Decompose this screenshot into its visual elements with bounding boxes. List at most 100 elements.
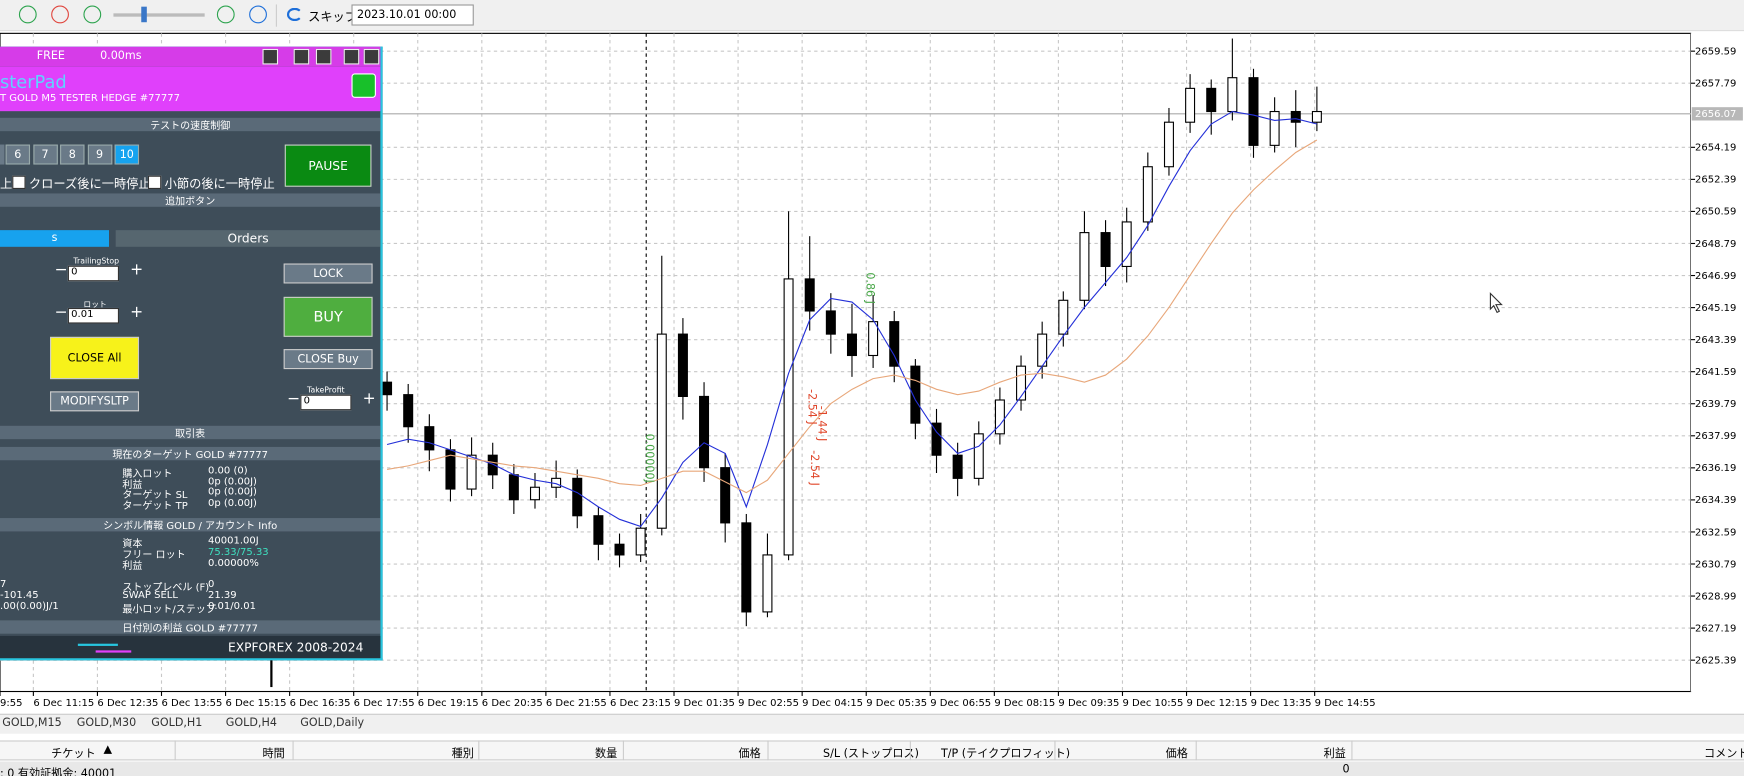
column-header[interactable]: コメント [1703, 748, 1744, 761]
x-tick-label: 6 Dec 13:55 [161, 698, 222, 709]
moving-average [386, 110, 1318, 528]
tab[interactable]: Orders [115, 230, 381, 247]
window-button[interactable] [315, 48, 332, 65]
panel-subtitle: T GOLD M5 TESTER HEDGE #77777 [0, 93, 181, 105]
checkbox[interactable] [147, 175, 162, 189]
candle-body [1121, 221, 1132, 268]
y-tick-label: 2636.19 [1695, 463, 1736, 474]
candle-body [635, 527, 646, 556]
trade-annotation: 0.00000J [643, 434, 656, 483]
plus[interactable]: + [130, 261, 144, 280]
buy-button[interactable]: BUY [283, 296, 373, 337]
window-button[interactable] [343, 48, 360, 65]
x-tick-label: 6 Dec 11:15 [33, 698, 94, 709]
minus[interactable]: − [286, 390, 301, 409]
pause-button[interactable]: PAUSE [284, 144, 372, 187]
input[interactable]: 0 [300, 394, 352, 411]
y-tick-label: 2625.39 [1695, 656, 1736, 667]
y-tick-label: 2657.79 [1695, 79, 1736, 90]
candle-body [910, 365, 921, 424]
window-button[interactable] [363, 48, 380, 65]
column-header[interactable]: 利益 [1323, 748, 1346, 761]
y-tick-label: 2648.79 [1695, 239, 1736, 250]
input[interactable]: 0.01 [67, 307, 120, 324]
chart-tab[interactable]: GOLD,M30 [76, 717, 137, 730]
speed-button[interactable]: 8 [60, 144, 85, 165]
toolbar-button[interactable] [51, 5, 69, 24]
column-header[interactable]: 数量 [595, 748, 618, 761]
x-tick-label: 6 Dec 21:55 [546, 698, 607, 709]
column-header[interactable]: 価格 [1165, 748, 1188, 761]
toolbar-button[interactable] [249, 5, 267, 24]
panel-title: sterPad [0, 71, 67, 93]
speed-button[interactable]: 9 [87, 144, 112, 165]
candle-body [508, 474, 519, 501]
tab[interactable]: s [0, 230, 109, 247]
field-label: TakeProfit [306, 385, 345, 395]
close-all-button[interactable]: CLOSE All [50, 336, 140, 380]
candle-body [783, 278, 794, 556]
y-tick-label: 2627.19 [1695, 623, 1736, 634]
check-label: 小節の後に一時停止 [164, 176, 275, 192]
candle-body [424, 426, 435, 451]
candle-body [1206, 87, 1217, 113]
section-header: 日付別の利益 GOLD #77777 [0, 620, 381, 634]
column-header[interactable]: 種別 [451, 748, 474, 761]
column-header[interactable]: 価格 [738, 748, 761, 761]
plus[interactable]: + [362, 390, 376, 409]
minus[interactable]: − [54, 261, 68, 280]
y-tick-label: 2659.59 [1695, 46, 1736, 57]
column-header[interactable]: ▲ [103, 743, 113, 756]
speed-button[interactable]: 7 [32, 144, 58, 165]
candle-body [1290, 110, 1301, 123]
toolbar-button[interactable] [83, 5, 102, 24]
section-header: 現在のターゲット GOLD #77777 [0, 446, 381, 461]
speed-button[interactable]: 6 [5, 144, 31, 165]
price-axis [1690, 33, 1744, 692]
column-header[interactable]: S/L (ストップロス) [823, 748, 920, 761]
window-button[interactable] [262, 48, 279, 65]
lock-button[interactable]: LOCK [283, 263, 373, 284]
x-tick-label: 6 Dec 15:15 [226, 698, 287, 709]
chart-tab[interactable]: GOLD,H1 [151, 717, 203, 730]
free: FREE [36, 50, 65, 63]
toolbar-button[interactable] [216, 5, 235, 24]
y-tick-label: 2646.99 [1695, 271, 1736, 282]
column-header[interactable]: チケット [51, 748, 96, 761]
window-button[interactable] [293, 48, 310, 65]
skip-label[interactable]: スキップ [308, 10, 358, 25]
skip-icon[interactable] [286, 7, 303, 22]
close-buy-button[interactable]: CLOSE Buy [283, 349, 373, 370]
candle-body [1227, 77, 1238, 113]
row-cell: 0 [1342, 763, 1350, 776]
x-tick-label: 9 Dec 08:15 [994, 698, 1055, 709]
x-tick-label: 9 Dec 12:15 [1187, 698, 1248, 709]
checkbox[interactable] [12, 175, 26, 189]
column-divider [174, 740, 176, 761]
candle-body [889, 321, 900, 367]
field-label: TrailingStop [73, 256, 120, 266]
chart-tab[interactable]: GOLD,M15 [2, 717, 62, 730]
column-header[interactable]: T/P (テイクプロフィット) [940, 748, 1071, 761]
x-tick-label: 6 Dec 23:15 [610, 698, 671, 709]
x-tick-label: 6 Dec 20:35 [482, 698, 543, 709]
chart-tab[interactable]: GOLD,Daily [300, 717, 365, 730]
column-divider [478, 740, 480, 761]
info-value: 75.33/75.33 [207, 546, 269, 558]
chart-tab[interactable]: GOLD,H4 [225, 717, 277, 730]
field-label: ロット [83, 300, 107, 310]
toolbar-button[interactable] [18, 5, 37, 24]
minus[interactable]: − [54, 303, 68, 322]
check-label: 上 [0, 176, 13, 192]
speed-button[interactable]: 10 [114, 144, 140, 165]
date-input[interactable]: 2023.10.01 00:00 [351, 4, 474, 26]
input[interactable]: 0 [67, 265, 120, 282]
column-header[interactable]: 時間 [262, 748, 285, 761]
section-header: シンボル情報 GOLD / アカウント Info [0, 518, 381, 532]
slider-thumb[interactable] [141, 6, 147, 23]
modify-button[interactable]: MODIFYSLTP [50, 391, 140, 412]
candle-body [868, 321, 879, 357]
info-value: 7 [0, 579, 7, 591]
x-tick-label: 9 Dec 01:35 [674, 698, 735, 709]
plus[interactable]: + [130, 303, 144, 322]
